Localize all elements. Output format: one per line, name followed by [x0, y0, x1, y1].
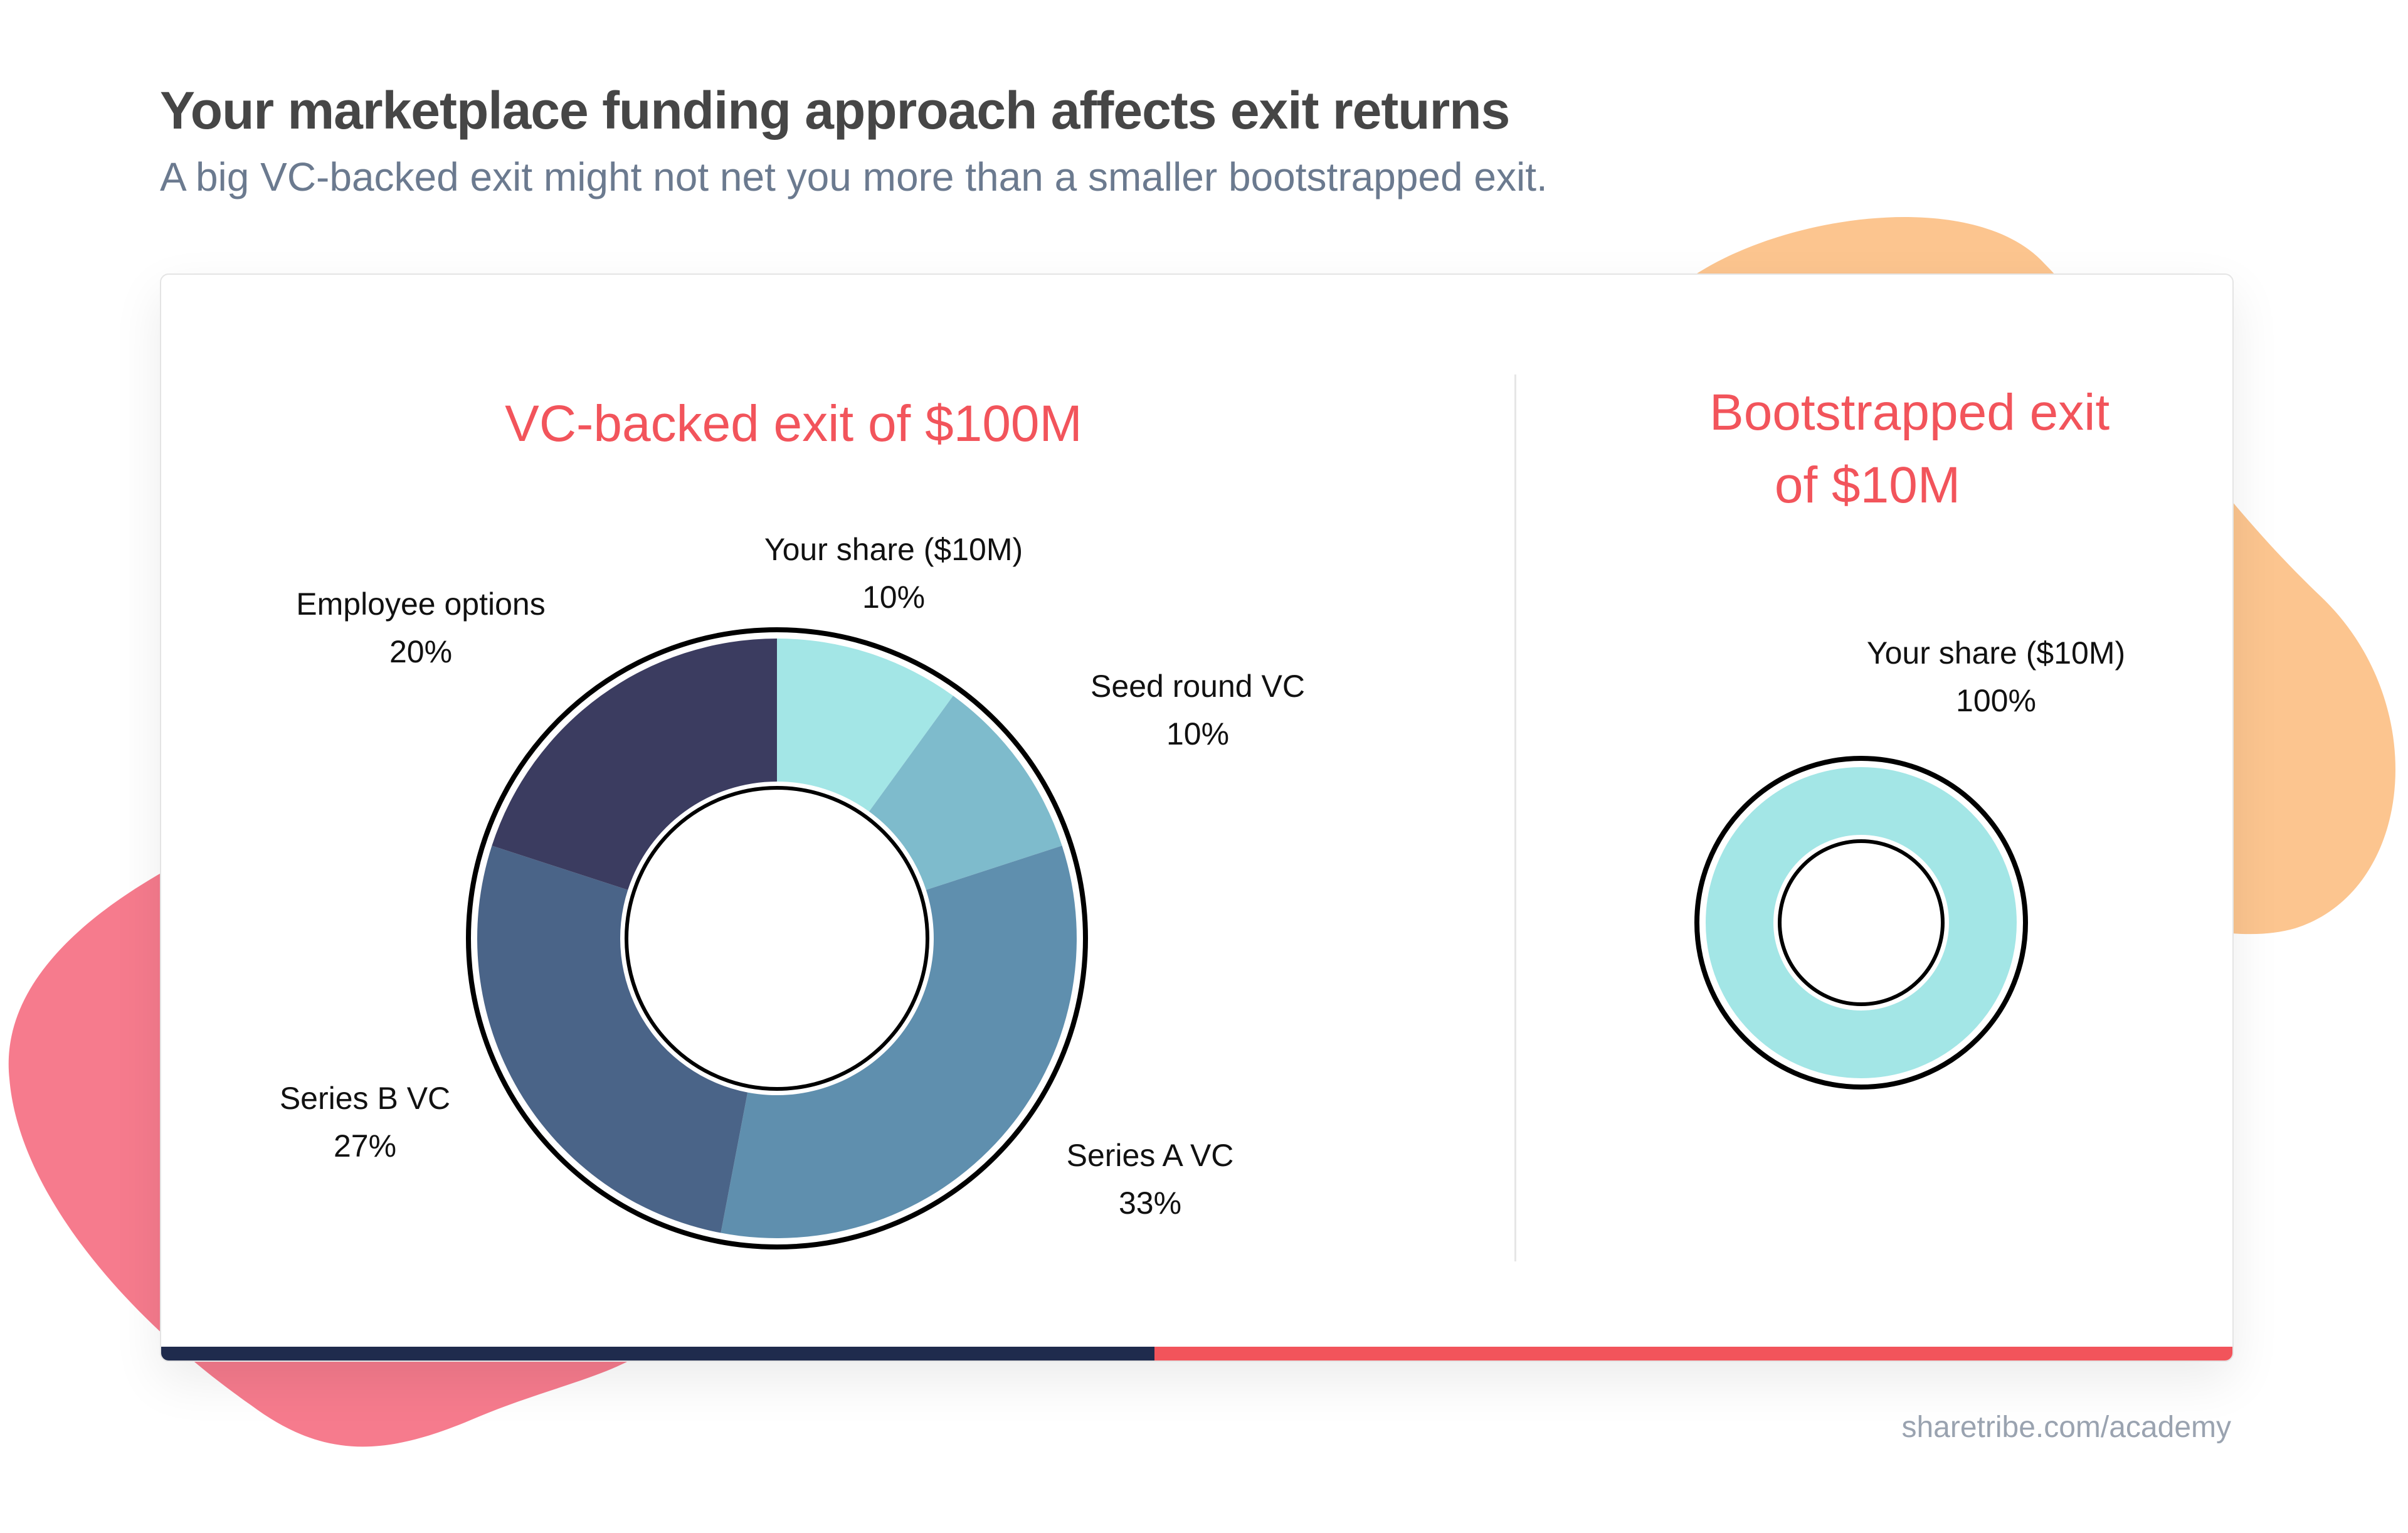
label-value: 100% [1956, 683, 2036, 718]
label-name: Seed round VC [1090, 669, 1305, 704]
inner-outline [625, 786, 929, 1091]
label-employee-options: Employee options 20% [296, 580, 545, 676]
label-series-b: Series B VC 27% [280, 1074, 450, 1170]
label-your-share: Your share ($10M) 10% [764, 526, 1023, 621]
label-name: Your share ($10M) [764, 532, 1023, 567]
label-name: Series A VC [1066, 1138, 1234, 1173]
label-value: 10% [862, 580, 926, 615]
label-name: Series B VC [279, 1081, 451, 1116]
divider [1514, 374, 1516, 1261]
slice-series-a-vc [721, 846, 1077, 1238]
page-subtitle: A big VC-backed exit might not net you m… [160, 154, 1548, 199]
label-name: Your share ($10M) [1866, 635, 2126, 671]
source-link[interactable]: sharetribe.com/academy [1901, 1411, 2231, 1444]
outer-outline [466, 627, 1088, 1249]
vc-chart-title: VC-backed exit of $100M [505, 395, 1082, 452]
bottom-bar-coral [1154, 1347, 2232, 1361]
slice-series-b-vc [477, 846, 748, 1233]
label-series-a: Series A VC 33% [1067, 1132, 1234, 1227]
bottom-bar-navy [161, 1347, 1154, 1361]
label-seed-round: Seed round VC 10% [1090, 662, 1305, 758]
label-value: 33% [1118, 1186, 1182, 1221]
chart-card: VC-backed exit of $100M Bootstrapped exi… [160, 273, 2234, 1362]
page-title: Your marketplace funding approach affect… [160, 81, 1510, 140]
bootstrap-title-line-2: of $10M [1774, 457, 1961, 514]
slice-seed-round-vc [869, 696, 1062, 890]
slice-your-share-10m- [777, 639, 953, 812]
slice-employee-options [492, 639, 777, 890]
outer-outline [1694, 756, 2028, 1090]
inner-outline [1778, 839, 1945, 1006]
slice-your-share-10m- [1706, 767, 2017, 1078]
bootstrap-chart-title: Bootstrapped exit of $10M [1709, 376, 2110, 522]
label-value: 10% [1166, 716, 1230, 751]
bootstrap-title-line-1: Bootstrapped exit [1709, 384, 2110, 441]
label-value: 20% [389, 634, 453, 669]
donut-charts [466, 627, 2028, 1249]
label-bootstrap-your-share: Your share ($10M) 100% [1867, 629, 2125, 724]
label-name: Employee options [296, 586, 546, 622]
label-value: 27% [333, 1128, 397, 1164]
